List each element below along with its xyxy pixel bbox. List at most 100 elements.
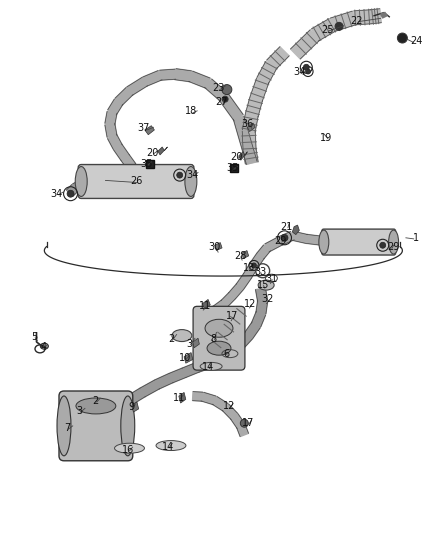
Polygon shape bbox=[242, 251, 249, 259]
Text: 12: 12 bbox=[244, 298, 257, 309]
Polygon shape bbox=[113, 144, 129, 160]
Text: 27: 27 bbox=[215, 97, 228, 107]
Ellipse shape bbox=[57, 396, 71, 456]
Polygon shape bbox=[127, 77, 148, 95]
Polygon shape bbox=[169, 368, 186, 383]
Polygon shape bbox=[223, 404, 237, 419]
Polygon shape bbox=[212, 397, 228, 411]
Circle shape bbox=[222, 96, 228, 102]
Text: 35: 35 bbox=[226, 163, 238, 173]
FancyBboxPatch shape bbox=[193, 306, 245, 370]
Polygon shape bbox=[290, 30, 320, 59]
Polygon shape bbox=[215, 243, 222, 251]
Polygon shape bbox=[221, 293, 235, 307]
Text: 29: 29 bbox=[388, 243, 400, 252]
Polygon shape bbox=[145, 126, 154, 135]
Text: 26: 26 bbox=[130, 176, 142, 187]
Circle shape bbox=[67, 190, 74, 197]
Text: 6: 6 bbox=[223, 349, 230, 359]
Text: 25: 25 bbox=[321, 25, 333, 35]
Text: 32: 32 bbox=[262, 294, 274, 304]
Ellipse shape bbox=[115, 443, 145, 453]
Polygon shape bbox=[257, 61, 277, 84]
Ellipse shape bbox=[258, 280, 274, 290]
Polygon shape bbox=[121, 155, 136, 169]
Text: 19: 19 bbox=[320, 133, 332, 143]
Polygon shape bbox=[381, 13, 387, 18]
Polygon shape bbox=[237, 424, 248, 437]
Polygon shape bbox=[207, 353, 223, 368]
Bar bbox=[146, 160, 154, 168]
Polygon shape bbox=[255, 288, 268, 302]
Circle shape bbox=[251, 263, 256, 268]
Bar bbox=[230, 164, 238, 172]
Polygon shape bbox=[257, 245, 271, 259]
Polygon shape bbox=[201, 392, 216, 405]
Text: 20: 20 bbox=[230, 152, 243, 162]
Ellipse shape bbox=[205, 319, 233, 337]
Polygon shape bbox=[155, 374, 173, 389]
Polygon shape bbox=[324, 237, 343, 247]
Polygon shape bbox=[218, 348, 234, 362]
Polygon shape bbox=[250, 253, 264, 268]
Polygon shape bbox=[202, 300, 210, 309]
Polygon shape bbox=[267, 47, 289, 69]
Polygon shape bbox=[237, 332, 252, 348]
Text: 17: 17 bbox=[226, 311, 238, 321]
Polygon shape bbox=[251, 311, 265, 327]
Text: 36: 36 bbox=[241, 118, 254, 128]
Polygon shape bbox=[193, 392, 203, 401]
Text: 37: 37 bbox=[137, 123, 150, 133]
Polygon shape bbox=[204, 306, 218, 319]
Text: 23: 23 bbox=[212, 83, 224, 93]
Polygon shape bbox=[102, 405, 120, 422]
Polygon shape bbox=[256, 300, 268, 314]
Text: 2: 2 bbox=[92, 396, 98, 406]
Circle shape bbox=[177, 172, 183, 178]
Polygon shape bbox=[114, 396, 132, 413]
Polygon shape bbox=[233, 116, 257, 164]
Circle shape bbox=[222, 85, 232, 94]
Text: 3: 3 bbox=[76, 406, 82, 416]
Ellipse shape bbox=[40, 343, 48, 349]
Text: 7: 7 bbox=[64, 423, 70, 433]
Polygon shape bbox=[67, 185, 78, 196]
Text: 30: 30 bbox=[208, 243, 221, 252]
Polygon shape bbox=[108, 99, 123, 115]
Polygon shape bbox=[115, 87, 133, 106]
Text: 33: 33 bbox=[254, 267, 266, 277]
Ellipse shape bbox=[76, 398, 116, 414]
Text: 4: 4 bbox=[40, 342, 46, 352]
Polygon shape bbox=[157, 174, 173, 185]
Polygon shape bbox=[80, 177, 92, 189]
Text: 5: 5 bbox=[31, 332, 37, 342]
Text: 29: 29 bbox=[274, 236, 286, 246]
Text: 20: 20 bbox=[146, 148, 159, 158]
Polygon shape bbox=[108, 134, 122, 149]
Text: 28: 28 bbox=[234, 251, 246, 261]
Polygon shape bbox=[228, 340, 244, 356]
Ellipse shape bbox=[121, 396, 135, 456]
Circle shape bbox=[380, 243, 386, 248]
Polygon shape bbox=[189, 71, 210, 88]
Polygon shape bbox=[265, 237, 282, 252]
Polygon shape bbox=[243, 149, 258, 164]
Text: 15: 15 bbox=[257, 280, 269, 289]
Text: 14: 14 bbox=[202, 362, 215, 373]
Text: 8: 8 bbox=[211, 334, 217, 344]
Polygon shape bbox=[354, 10, 371, 25]
Text: 11: 11 bbox=[199, 301, 211, 311]
Polygon shape bbox=[245, 98, 262, 117]
Polygon shape bbox=[244, 263, 258, 278]
Text: 12: 12 bbox=[223, 401, 236, 411]
Text: 3: 3 bbox=[186, 338, 192, 349]
Polygon shape bbox=[175, 69, 191, 82]
Ellipse shape bbox=[389, 230, 399, 254]
FancyBboxPatch shape bbox=[78, 165, 194, 198]
Ellipse shape bbox=[319, 230, 329, 254]
FancyBboxPatch shape bbox=[322, 229, 396, 255]
FancyBboxPatch shape bbox=[59, 391, 133, 461]
Polygon shape bbox=[244, 322, 260, 338]
Polygon shape bbox=[236, 273, 251, 289]
Polygon shape bbox=[195, 359, 211, 372]
